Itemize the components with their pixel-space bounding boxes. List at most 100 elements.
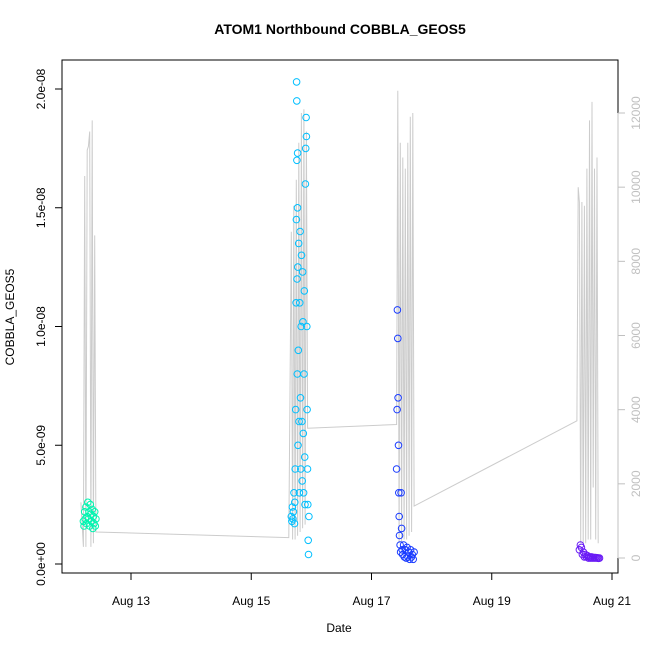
data-point — [302, 132, 311, 141]
data-point — [299, 489, 308, 497]
data-point — [301, 144, 310, 153]
data-point — [91, 522, 100, 530]
data-point — [86, 500, 95, 509]
x-axis: Aug 13 Aug 15 Aug 17 Aug 19 Aug 21 — [112, 572, 631, 608]
data-point — [298, 477, 307, 485]
data-point — [296, 227, 304, 236]
data-point — [292, 78, 301, 86]
data-point — [296, 299, 304, 307]
data-point — [577, 543, 586, 552]
data-point — [305, 512, 313, 521]
data-point — [396, 548, 405, 556]
data-point — [393, 405, 401, 414]
data-point — [87, 517, 96, 526]
chart-title: ATOM1 Northbound COBBLA_GEOS5 — [214, 21, 466, 37]
x-axis-label: Date — [326, 621, 352, 635]
data-point — [298, 268, 307, 276]
data-point — [89, 512, 98, 521]
data-point — [293, 275, 301, 283]
plot-frame — [61, 59, 619, 574]
data-point — [300, 287, 309, 295]
data-point — [293, 156, 301, 165]
data-point — [300, 453, 309, 461]
data-point — [303, 322, 311, 331]
points-layer — [79, 78, 604, 564]
data-point — [295, 417, 303, 426]
data-point — [90, 508, 99, 516]
altitude-line-layer — [80, 90, 599, 547]
data-point — [292, 215, 301, 224]
data-point — [291, 498, 299, 507]
data-point — [295, 489, 304, 497]
data-point — [80, 522, 88, 530]
data-point — [291, 405, 300, 414]
data-point — [409, 555, 418, 564]
x-tick-label: Aug 15 — [232, 594, 270, 608]
data-point — [297, 251, 306, 260]
data-point — [395, 489, 403, 497]
data-point — [289, 508, 298, 516]
y-tick-label: 1.5e-08 — [34, 187, 48, 228]
data-point — [300, 370, 308, 378]
data-point — [290, 489, 298, 497]
y2-tick-label: 0 — [629, 554, 643, 561]
y-tick-label: 0.0e+00 — [34, 542, 48, 586]
data-point — [304, 550, 313, 559]
data-point — [302, 113, 310, 122]
y-axis-label: COBBLA_GEOS5 — [3, 268, 17, 365]
y-axis-left: 0.0e+00 5.0e-09 1.0e-08 1.5e-08 2.0e-08 — [34, 68, 63, 586]
y2-tick-label: 8000 — [629, 248, 643, 275]
data-point — [84, 498, 92, 507]
data-point — [299, 429, 308, 438]
data-point — [398, 546, 407, 554]
data-point — [290, 519, 299, 528]
data-point — [394, 394, 402, 402]
data-point — [299, 318, 307, 326]
data-point — [595, 554, 604, 562]
data-point — [298, 417, 306, 426]
data-point — [294, 346, 303, 355]
y2-tick-label: 2000 — [629, 470, 643, 497]
y2-tick-label: 4000 — [629, 396, 643, 423]
y2-tick-label: 12000 — [629, 96, 643, 130]
y2-tick-label: 10000 — [629, 170, 643, 204]
data-point — [392, 465, 401, 473]
data-point — [291, 465, 300, 473]
data-point — [304, 500, 312, 509]
data-point — [294, 441, 302, 450]
data-point — [294, 263, 302, 271]
altitude-line — [80, 90, 599, 547]
data-point — [396, 541, 404, 549]
y-tick-label: 2.0e-08 — [34, 68, 48, 109]
data-point — [395, 531, 404, 540]
y-axis-right: 0 2000 4000 6000 8000 10000 12000 — [617, 96, 643, 561]
data-point — [393, 306, 402, 314]
data-point — [293, 204, 302, 212]
data-point — [293, 97, 301, 105]
data-point — [294, 239, 303, 248]
data-point — [292, 299, 300, 307]
data-point — [303, 465, 312, 473]
data-point — [397, 524, 406, 533]
data-point — [394, 441, 403, 450]
data-point — [303, 405, 311, 414]
x-tick-label: Aug 13 — [112, 594, 150, 608]
y2-tick-label: 6000 — [629, 322, 643, 349]
data-point — [301, 500, 309, 509]
data-point — [87, 510, 95, 518]
data-point — [88, 505, 96, 514]
data-point — [397, 489, 405, 497]
data-point — [89, 524, 97, 533]
y-tick-label: 5.0e-09 — [34, 425, 48, 466]
data-point — [304, 536, 313, 545]
data-point — [301, 180, 310, 188]
data-point — [410, 548, 418, 556]
data-point — [297, 322, 306, 331]
data-point — [296, 394, 305, 402]
data-point — [287, 512, 296, 521]
x-tick-label: Aug 19 — [473, 594, 511, 608]
y-tick-label: 1.0e-08 — [34, 306, 48, 347]
data-point — [408, 550, 417, 559]
data-point — [395, 512, 404, 521]
